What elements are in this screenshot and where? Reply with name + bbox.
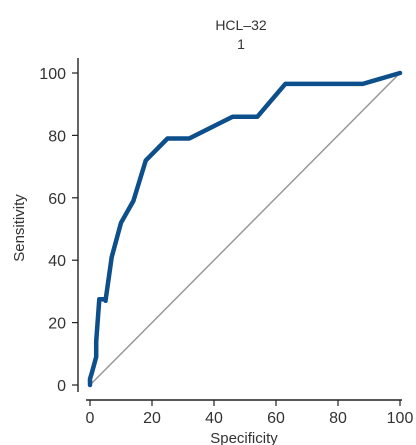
x-axis-ticks: 0 20 40 60 80 100 <box>86 400 414 427</box>
roc-curve-line <box>87 70 403 388</box>
y-axis-ticks: 0 20 40 60 80 100 <box>39 66 78 395</box>
diagonal-reference-line <box>89 72 401 386</box>
chart-subtitle: 1 <box>237 36 245 52</box>
x-axis-label: Specificity <box>210 430 278 445</box>
y-tick-label: 60 <box>48 191 66 208</box>
series-layer <box>87 70 403 388</box>
y-tick-label: 20 <box>48 316 66 333</box>
x-tick-label: 0 <box>86 410 95 427</box>
x-tick-label: 80 <box>329 410 347 427</box>
y-tick-label: 80 <box>48 128 66 145</box>
y-axis-label: Sensitivity <box>11 194 28 262</box>
x-tick-label: 60 <box>267 410 285 427</box>
x-tick-label: 20 <box>143 410 161 427</box>
y-tick-label: 40 <box>48 253 66 270</box>
x-tick-label: 100 <box>387 410 414 427</box>
x-tick-label: 40 <box>205 410 223 427</box>
y-tick-label: 100 <box>39 66 66 83</box>
chart-title: HCL–32 <box>215 17 267 33</box>
y-tick-label: 0 <box>57 378 66 395</box>
